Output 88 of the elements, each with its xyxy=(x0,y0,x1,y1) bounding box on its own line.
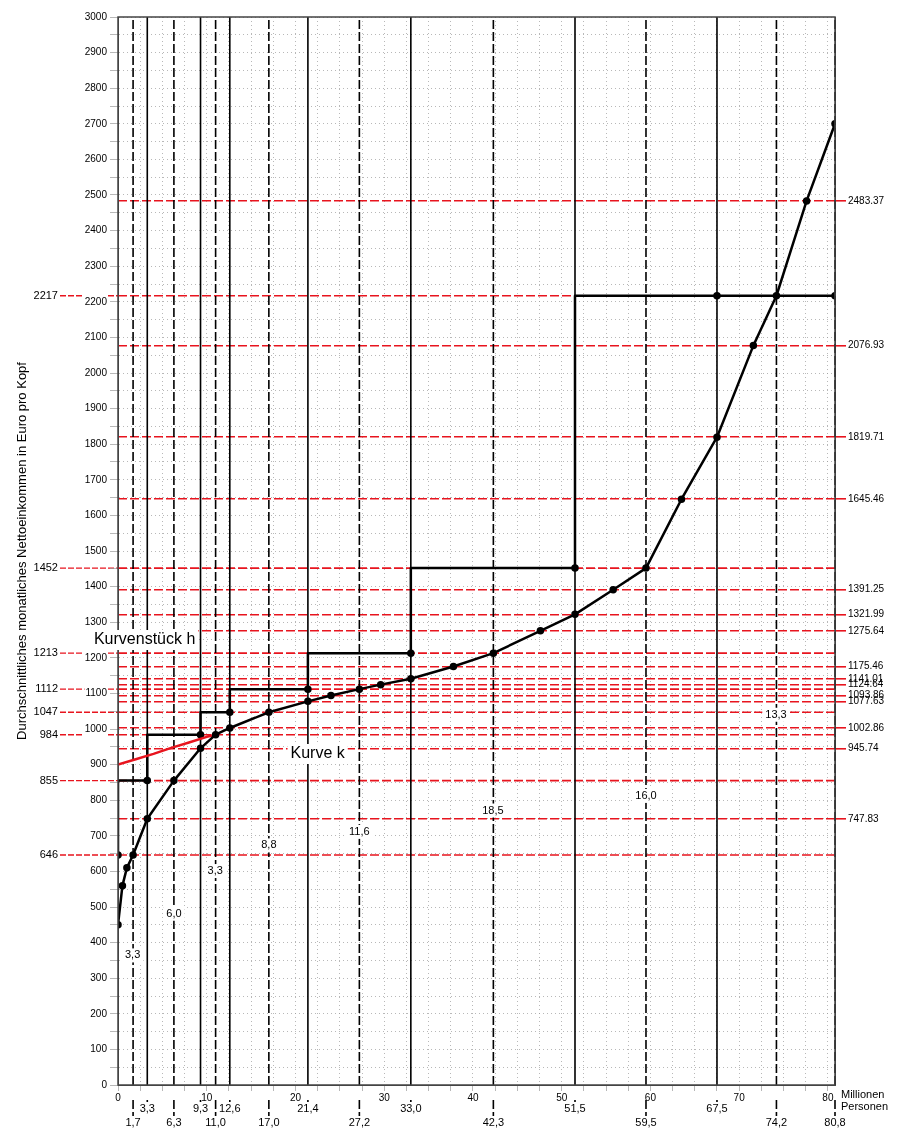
y-tick-label: 2700 xyxy=(84,117,108,129)
annotation: Kurve k xyxy=(290,744,346,762)
y-axis-title: Durchschnittliches monatliches Nettoeinkommen in Euro pro Kopf xyxy=(13,361,29,740)
y-tick-label: 700 xyxy=(90,829,108,841)
x-tick-label: 0 xyxy=(115,1091,122,1103)
y-tick-label: 2300 xyxy=(84,259,108,271)
y-tick-label: 2500 xyxy=(84,188,108,200)
ref-line-label: 984 xyxy=(39,727,58,740)
y2-tick-label: 747.83 xyxy=(848,812,880,824)
y-tick-label: 1100 xyxy=(85,687,108,699)
ref-line-label: 1112 xyxy=(35,682,58,695)
y-tick-label: 1500 xyxy=(84,544,108,556)
y-tick-label: 1800 xyxy=(84,437,108,449)
ref-line-label: 1047 xyxy=(33,705,58,718)
y-tick-label: 3000 xyxy=(84,10,108,22)
ref-line-label: 855 xyxy=(39,773,58,786)
x-tick-label: 20 xyxy=(289,1091,302,1103)
ref-line-label: 1452 xyxy=(33,561,58,574)
y-tick-label: 2100 xyxy=(84,331,108,343)
ref-line-label: 67,5 xyxy=(706,1102,728,1115)
y2-tick-label: 1077.63 xyxy=(848,695,885,707)
y-tick-label: 2900 xyxy=(84,46,108,58)
y-tick-label: 1200 xyxy=(84,651,108,663)
ref-line-label: 1213 xyxy=(33,646,58,659)
y2-tick-label: 2483.37 xyxy=(848,194,885,206)
y-tick-label: 2400 xyxy=(84,224,108,236)
ref-line-label: 1,7 xyxy=(125,1116,141,1129)
annotation: 16,0 xyxy=(635,788,657,801)
y-tick-label: 1700 xyxy=(84,473,108,485)
y-tick-label: 600 xyxy=(90,865,108,877)
y-tick-label: 1300 xyxy=(84,615,108,627)
x-axis-title: Millionen Personen xyxy=(841,1088,889,1113)
ref-line-label: 646 xyxy=(39,848,58,861)
ref-line-label: 42,3 xyxy=(482,1116,505,1129)
y-tick-label: 1900 xyxy=(84,402,108,414)
y-tick-label: 2200 xyxy=(84,295,108,307)
annotation: 11,6 xyxy=(349,824,370,837)
y2-tick-label: 1321.99 xyxy=(848,608,885,620)
annotation: 6,0 xyxy=(166,906,182,919)
x-tick-label: 30 xyxy=(378,1091,391,1103)
x-tick-label: 60 xyxy=(644,1091,657,1103)
y2-tick-label: 2076.93 xyxy=(848,339,885,351)
x-tick-label: 10 xyxy=(201,1091,213,1103)
ref-line-label: 51,5 xyxy=(564,1102,586,1115)
ref-line-label: 17,0 xyxy=(258,1116,280,1129)
annotation: Kurvenstück h xyxy=(93,630,196,648)
y2-tick-label: 1175.46 xyxy=(848,660,884,672)
y-tick-label: 100 xyxy=(90,1043,108,1055)
y-tick-label: 200 xyxy=(90,1007,108,1019)
y-tick-label: 1400 xyxy=(84,580,108,592)
y-tick-label: 2800 xyxy=(84,81,108,93)
annotation: 18,5 xyxy=(482,803,504,816)
x-tick-label: 40 xyxy=(467,1091,479,1103)
ref-line-label: 33,0 xyxy=(400,1102,422,1115)
ref-line-label: 6,3 xyxy=(166,1116,182,1129)
y2-tick-label: 1002.86 xyxy=(848,721,885,733)
ref-line-label: 2217 xyxy=(33,288,58,301)
ref-line-label: 74,2 xyxy=(765,1116,788,1129)
ref-line-label: 21,4 xyxy=(297,1102,319,1115)
ref-line-label: 27,2 xyxy=(348,1116,371,1129)
y-tick-label: 2000 xyxy=(84,366,108,378)
ref-line-label: 3,3 xyxy=(139,1102,155,1115)
ref-line-label: 80,8 xyxy=(824,1116,846,1129)
y-tick-label: 300 xyxy=(90,971,108,983)
y-tick-label: 0 xyxy=(101,1078,108,1090)
y-tick-label: 1000 xyxy=(84,722,108,734)
y-tick-label: 500 xyxy=(90,900,108,912)
x-tick-label: 50 xyxy=(556,1091,568,1103)
annotation: 3,3 xyxy=(124,948,141,961)
y-tick-label: 1600 xyxy=(84,509,108,521)
ref-line-label: 9,3 xyxy=(192,1102,209,1115)
annotation: 13,3 xyxy=(765,707,787,720)
x-tick-label: 80 xyxy=(822,1091,834,1103)
ref-line-label: 11,0 xyxy=(205,1116,226,1129)
y2-tick-label: 1645.46 xyxy=(848,492,885,504)
y-tick-label: 2600 xyxy=(84,153,108,165)
y2-tick-label: 1391.25 xyxy=(848,583,885,595)
annotation: 3,3 xyxy=(207,864,223,877)
y2-tick-label: 945.74 xyxy=(848,742,880,754)
y-tick-label: 900 xyxy=(90,758,108,770)
y2-tick-label: 1819.71 xyxy=(848,430,885,442)
annotation: 8,8 xyxy=(261,838,277,851)
ref-line-label: 12,6 xyxy=(219,1102,241,1115)
y-tick-label: 800 xyxy=(90,793,108,805)
y-tick-label: 400 xyxy=(90,936,108,948)
y2-tick-label: 1275.64 xyxy=(848,624,885,636)
x-tick-label: 70 xyxy=(733,1091,746,1103)
ref-line-label: 59,5 xyxy=(635,1116,657,1129)
